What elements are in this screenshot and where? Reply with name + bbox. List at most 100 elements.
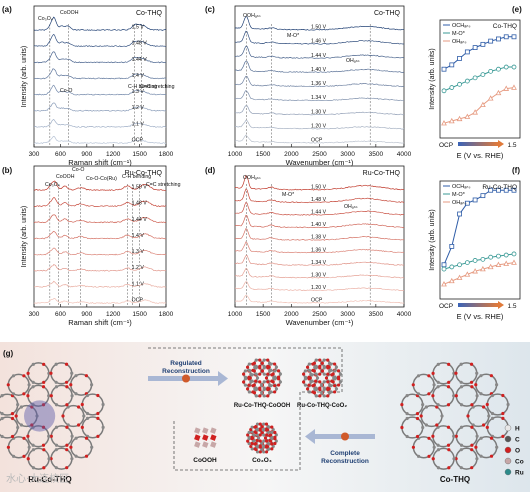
x-tick-label: 1800 (159, 151, 174, 158)
atom-dot (254, 444, 259, 449)
potential-label: 1.36 V (311, 247, 327, 253)
potential-label: 1.34 V (311, 95, 327, 101)
atom-dot (267, 425, 271, 429)
atom-dot (490, 393, 495, 398)
atom-dot (27, 445, 31, 449)
atom-dot (273, 375, 277, 379)
data-point (441, 88, 447, 94)
panel-label: (d) (205, 166, 216, 175)
atom-dot (336, 383, 341, 387)
atom-dot (307, 390, 312, 394)
atom-dot (314, 394, 318, 398)
atom-dot (22, 436, 26, 440)
atom-dot (440, 414, 444, 418)
atom-dot (417, 454, 421, 458)
atom-dot (314, 379, 318, 383)
atom-dot (432, 445, 436, 449)
atom-dot (69, 445, 73, 449)
atom-dot (262, 422, 266, 426)
atom-dot (303, 369, 308, 373)
atom-dot (101, 402, 105, 407)
atom-dot (266, 380, 270, 384)
atom-dot (262, 450, 266, 454)
atom-dot (247, 383, 251, 387)
legend-atom-icon (504, 435, 512, 443)
potential-label: 1.50 V (311, 185, 327, 191)
potential-label: 1.40 V (311, 67, 327, 73)
data-point (488, 68, 494, 74)
atom-dot (80, 402, 84, 407)
atom-dot (89, 383, 94, 387)
x-axis-label: Raman shift (cm⁻¹) (68, 158, 132, 167)
atom-dot (243, 369, 248, 373)
atom-dot (479, 454, 483, 458)
x-tick-label: 1500 (132, 151, 147, 158)
atom-dot (258, 364, 262, 368)
atom-dot (314, 358, 318, 362)
atom-dot (35, 414, 39, 418)
x-tick-label: 2500 (312, 311, 327, 318)
atom-dot (41, 403, 46, 407)
atom-dot (446, 425, 451, 429)
atom-dot (332, 362, 337, 366)
x-axis-label: Raman shift (cm⁻¹) (68, 318, 132, 327)
atom-dot (266, 372, 270, 376)
atom-dot (31, 448, 36, 452)
atom-dot (258, 372, 262, 376)
atom-dot (452, 457, 456, 461)
data-point (456, 115, 463, 122)
legend-atom-label: O (515, 448, 520, 455)
atom-dot (54, 425, 59, 429)
atom-dot (474, 383, 478, 387)
atom-dot (77, 405, 81, 409)
atom-dot (336, 369, 341, 373)
data-point (495, 261, 502, 267)
y-axis-label: Intensity (arb. units) (429, 209, 436, 270)
atom-dot (269, 433, 273, 437)
peak-annotation: OHₐₙₛ (344, 204, 358, 210)
data-point (448, 117, 455, 124)
data-point (441, 120, 447, 126)
atom-dot (315, 376, 320, 380)
atom-dot (249, 380, 253, 384)
atom-dot (338, 372, 342, 376)
atom-dot (42, 448, 46, 452)
atom-dot (258, 394, 262, 398)
data-point (480, 72, 486, 77)
reconstruction-dot-icon (182, 374, 190, 383)
data-point (511, 251, 517, 257)
x-axis-label: E (V vs. RHE) (457, 312, 504, 321)
atom-dot (411, 445, 416, 449)
atom-dot (249, 444, 253, 449)
atom-dot (252, 361, 257, 365)
atom-dot (482, 423, 486, 427)
atom-dot (416, 392, 421, 396)
atom-dot (90, 445, 94, 449)
atom-dot (258, 433, 262, 437)
data-point (503, 187, 509, 193)
product-label: CoOOH (193, 457, 217, 464)
peak-annotation: Co-O (60, 88, 72, 94)
spectrum-line (33, 33, 167, 47)
data-point (464, 49, 470, 55)
panel-title: Ru-Co-THQ (363, 170, 401, 177)
atom-dot (246, 433, 250, 437)
reconstruction-dot-icon (341, 432, 349, 441)
atom-dot (322, 358, 326, 362)
atom-dot (54, 380, 58, 384)
atom-dot (264, 433, 269, 437)
potential-label: 1.46 V (311, 39, 327, 45)
complete-arrow-head-icon (305, 429, 315, 444)
atom-dot (260, 447, 264, 452)
atom-dot (326, 394, 330, 398)
atom-dot (253, 442, 257, 446)
atom-dot (96, 393, 100, 398)
atom-dot (327, 391, 332, 395)
atom-dot (262, 439, 266, 443)
arrow-head-icon (498, 140, 504, 148)
atom-dot (447, 466, 451, 470)
atom-dot (247, 441, 251, 446)
atom-dot (264, 422, 269, 426)
atom-dot (276, 369, 281, 373)
atom-dot (479, 436, 483, 440)
